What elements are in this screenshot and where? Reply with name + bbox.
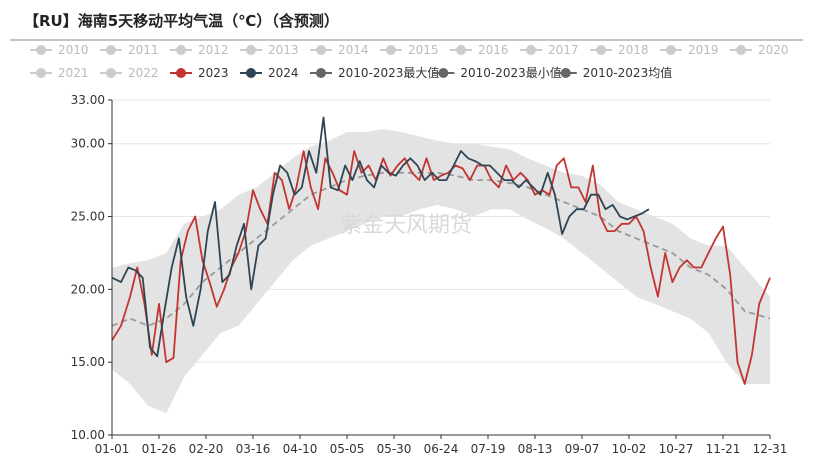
series-band-max-min	[112, 129, 770, 414]
legend-swatch-dot	[736, 45, 746, 55]
x-tick-label: 04-10	[283, 442, 318, 456]
legend-item[interactable]: 2022	[100, 66, 159, 80]
legend-swatch-dot	[246, 68, 256, 78]
legend-item[interactable]: 2010-2023均值	[554, 65, 672, 80]
legend-swatch-dot	[596, 45, 606, 55]
legend-swatch-dot	[246, 45, 256, 55]
legend-item[interactable]: 2010-2023最大值	[310, 65, 439, 80]
legend-item[interactable]: 2012	[170, 43, 229, 57]
legend-item[interactable]: 2018	[590, 43, 649, 57]
series-line-2023	[111, 150, 771, 385]
legend-label: 2024	[268, 66, 299, 80]
legend-label: 2017	[548, 43, 579, 57]
legend-item[interactable]: 2017	[520, 43, 579, 57]
y-tick-label: 25.00	[71, 210, 105, 224]
legend-label: 2023	[198, 66, 229, 80]
y-tick-label: 20.00	[71, 282, 105, 296]
legend-label: 2010-2023最大值	[338, 65, 439, 80]
legend-item[interactable]: 2019	[660, 43, 719, 57]
series-lines	[111, 116, 771, 385]
legend-swatch-dot	[316, 45, 326, 55]
legend-item[interactable]: 2014	[310, 43, 369, 57]
legend-label: 2010	[58, 43, 89, 57]
x-tick-label: 03-16	[236, 442, 271, 456]
legend-swatch-dot	[176, 68, 186, 78]
legend-label: 2011	[128, 43, 159, 57]
legend-item[interactable]: 2010-2023最小值	[432, 65, 562, 80]
x-tick-label: 10-02	[612, 442, 647, 456]
legend: 2010 2011 2012 2013 2014 2015 2016 2017 2018 2019…	[30, 43, 789, 80]
legend-label: 2019	[688, 43, 719, 57]
x-tick-label: 05-05	[330, 442, 365, 456]
legend-label: 2015	[408, 43, 439, 57]
legend-swatch-dot	[36, 45, 46, 55]
legend-swatch-dot	[666, 45, 676, 55]
legend-item[interactable]: 2010	[30, 43, 89, 57]
chart-title: 【RU】海南5天移动平均气温（℃）（含预测）	[24, 12, 339, 30]
x-tick-label: 09-07	[565, 442, 600, 456]
legend-swatch-dot	[106, 68, 116, 78]
y-axis-ticks: 10.00 15.00 20.00 25.00 30.00 33.00	[71, 93, 112, 442]
legend-item[interactable]: 2013	[240, 43, 299, 57]
legend-swatch-dot	[36, 68, 46, 78]
legend-label: 2014	[338, 43, 369, 57]
x-tick-label: 06-24	[424, 442, 459, 456]
x-tick-label: 07-19	[471, 442, 506, 456]
legend-label: 2012	[198, 43, 229, 57]
x-tick-label: 01-01	[95, 442, 130, 456]
legend-item[interactable]: 2020	[730, 43, 789, 57]
x-tick-label: 01-26	[142, 442, 177, 456]
legend-item[interactable]: 2015	[380, 43, 439, 57]
x-tick-label: 11-21	[706, 442, 741, 456]
watermark: 紫金天风期货	[340, 213, 472, 238]
legend-item[interactable]: 2024	[240, 66, 299, 80]
x-tick-label: 12-31	[753, 442, 788, 456]
legend-swatch-dot	[438, 68, 449, 78]
x-tick-label: 02-20	[189, 442, 224, 456]
legend-label: 2020	[758, 43, 789, 57]
legend-label: 2013	[268, 43, 299, 57]
x-axis-ticks: 01-01 01-26 02-20 03-16 04-10 05-05 05-30 06-24…	[95, 435, 788, 456]
legend-swatch-dot	[316, 68, 326, 78]
min-max-band	[112, 129, 770, 414]
series-line-2024	[111, 116, 650, 358]
legend-label: 2010-2023均值	[583, 65, 672, 80]
legend-item[interactable]: 2016	[450, 43, 509, 57]
legend-label: 2016	[478, 43, 509, 57]
y-tick-label: 15.00	[71, 355, 105, 369]
legend-swatch-dot	[106, 45, 116, 55]
legend-swatch-dot	[526, 45, 536, 55]
legend-swatch-dot	[456, 45, 466, 55]
x-tick-label: 10-27	[659, 442, 694, 456]
legend-swatch-dot	[560, 68, 571, 78]
legend-label: 2018	[618, 43, 649, 57]
x-tick-label: 08-13	[518, 442, 553, 456]
y-tick-label: 30.00	[71, 137, 105, 151]
legend-item[interactable]: 2011	[100, 43, 159, 57]
legend-swatch-dot	[386, 45, 396, 55]
legend-item[interactable]: 2023	[170, 66, 229, 80]
y-tick-label: 33.00	[71, 93, 105, 107]
legend-label: 2022	[128, 66, 159, 80]
legend-label: 2010-2023最小值	[460, 65, 561, 80]
x-tick-label: 05-30	[377, 442, 412, 456]
y-tick-label: 10.00	[71, 428, 105, 442]
legend-item[interactable]: 2021	[30, 66, 89, 80]
legend-label: 2021	[58, 66, 89, 80]
legend-swatch-dot	[176, 45, 186, 55]
